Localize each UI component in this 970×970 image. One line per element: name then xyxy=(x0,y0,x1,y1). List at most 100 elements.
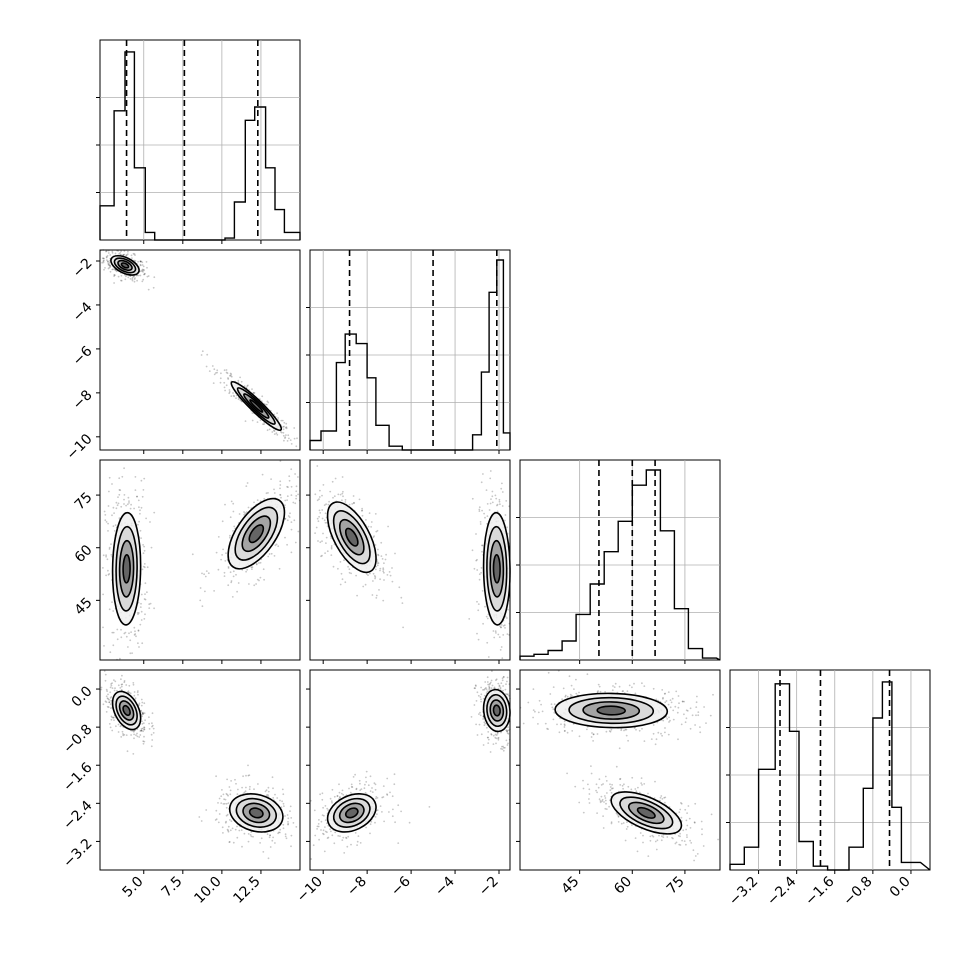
sample-point xyxy=(331,834,334,837)
sample-point xyxy=(486,503,489,505)
sample-point xyxy=(123,250,126,252)
sample-point xyxy=(618,747,621,750)
sample-point xyxy=(288,516,291,518)
sample-point xyxy=(508,634,511,636)
sample-point xyxy=(694,802,697,805)
sample-point xyxy=(253,501,255,504)
sample-point xyxy=(394,552,396,555)
sample-point xyxy=(309,799,312,802)
sample-point xyxy=(699,731,702,734)
sample-point xyxy=(365,519,367,521)
y-tick-label: −6 xyxy=(70,343,96,369)
sample-point xyxy=(295,495,298,497)
y-tick-label: −4 xyxy=(70,299,96,325)
sample-point xyxy=(115,270,118,273)
sample-point xyxy=(107,262,110,265)
sample-point xyxy=(232,392,234,394)
sample-point xyxy=(109,697,112,699)
sample-point xyxy=(506,617,508,619)
sample-point xyxy=(134,633,137,635)
sample-point xyxy=(321,517,324,520)
sample-point xyxy=(141,715,144,718)
sample-point xyxy=(480,700,482,703)
sample-point xyxy=(108,476,111,479)
sample-point xyxy=(487,736,489,739)
sample-point xyxy=(133,626,136,629)
sample-point xyxy=(228,389,231,391)
sample-point xyxy=(496,510,499,513)
sample-point xyxy=(340,792,343,795)
sample-point xyxy=(705,722,707,724)
sample-point xyxy=(130,503,133,506)
sample-point xyxy=(631,824,633,826)
sample-point xyxy=(398,586,401,589)
sample-point xyxy=(203,573,206,576)
sample-point xyxy=(318,509,321,512)
sample-point xyxy=(337,493,340,496)
sample-point xyxy=(505,693,507,695)
sample-point xyxy=(473,704,476,706)
sample-point xyxy=(492,630,495,632)
sample-point xyxy=(660,732,662,735)
sample-point xyxy=(488,685,490,688)
sample-point xyxy=(141,264,144,266)
sample-point xyxy=(131,278,134,280)
sample-point xyxy=(108,264,110,266)
sample-point xyxy=(141,727,144,730)
sample-point xyxy=(143,598,146,600)
sample-point xyxy=(266,833,269,836)
sample-point xyxy=(486,726,488,729)
sample-point xyxy=(609,786,612,788)
sample-point xyxy=(223,575,226,577)
sample-point xyxy=(486,676,489,679)
sample-point xyxy=(666,718,669,720)
sample-point xyxy=(661,798,664,800)
sample-point xyxy=(507,732,510,735)
sample-point xyxy=(688,817,691,820)
sample-point xyxy=(369,775,372,778)
sample-point xyxy=(102,257,105,260)
sample-point xyxy=(359,782,361,785)
sample-point xyxy=(393,783,396,786)
sample-point xyxy=(140,727,143,730)
sample-point xyxy=(108,266,111,269)
sample-point xyxy=(293,437,296,440)
sample-point xyxy=(134,277,136,279)
sample-point xyxy=(481,544,483,547)
sample-point xyxy=(128,684,131,687)
sample-point xyxy=(262,423,264,426)
sample-point xyxy=(252,392,255,394)
sample-point xyxy=(691,714,694,717)
sample-point xyxy=(131,276,134,279)
sample-point xyxy=(614,682,617,685)
sample-point xyxy=(382,796,385,798)
sample-point xyxy=(566,772,568,775)
sample-point xyxy=(564,695,567,698)
sample-point xyxy=(120,628,122,631)
sample-point xyxy=(257,783,259,785)
sample-point xyxy=(110,554,113,556)
sample-cluster xyxy=(566,765,719,862)
sample-point xyxy=(119,687,122,689)
sample-point xyxy=(139,529,142,532)
sample-point xyxy=(502,676,505,678)
sample-point xyxy=(332,496,334,499)
sample-point xyxy=(266,403,268,406)
sample-point xyxy=(230,500,233,503)
sample-point xyxy=(655,698,658,701)
sample-point xyxy=(582,811,585,814)
sample-point xyxy=(553,711,556,714)
sample-point xyxy=(487,683,489,686)
sample-point xyxy=(122,253,125,256)
sample-point xyxy=(365,770,368,773)
sample-point xyxy=(117,496,119,498)
sample-point xyxy=(626,825,629,828)
sample-point xyxy=(500,682,503,685)
sample-point xyxy=(379,578,381,581)
sample-point xyxy=(339,493,342,496)
sample-point xyxy=(279,831,281,834)
sample-point xyxy=(367,574,369,577)
sample-point xyxy=(113,719,115,721)
sample-point xyxy=(138,612,140,614)
x-tick-label: −2 xyxy=(476,874,502,900)
